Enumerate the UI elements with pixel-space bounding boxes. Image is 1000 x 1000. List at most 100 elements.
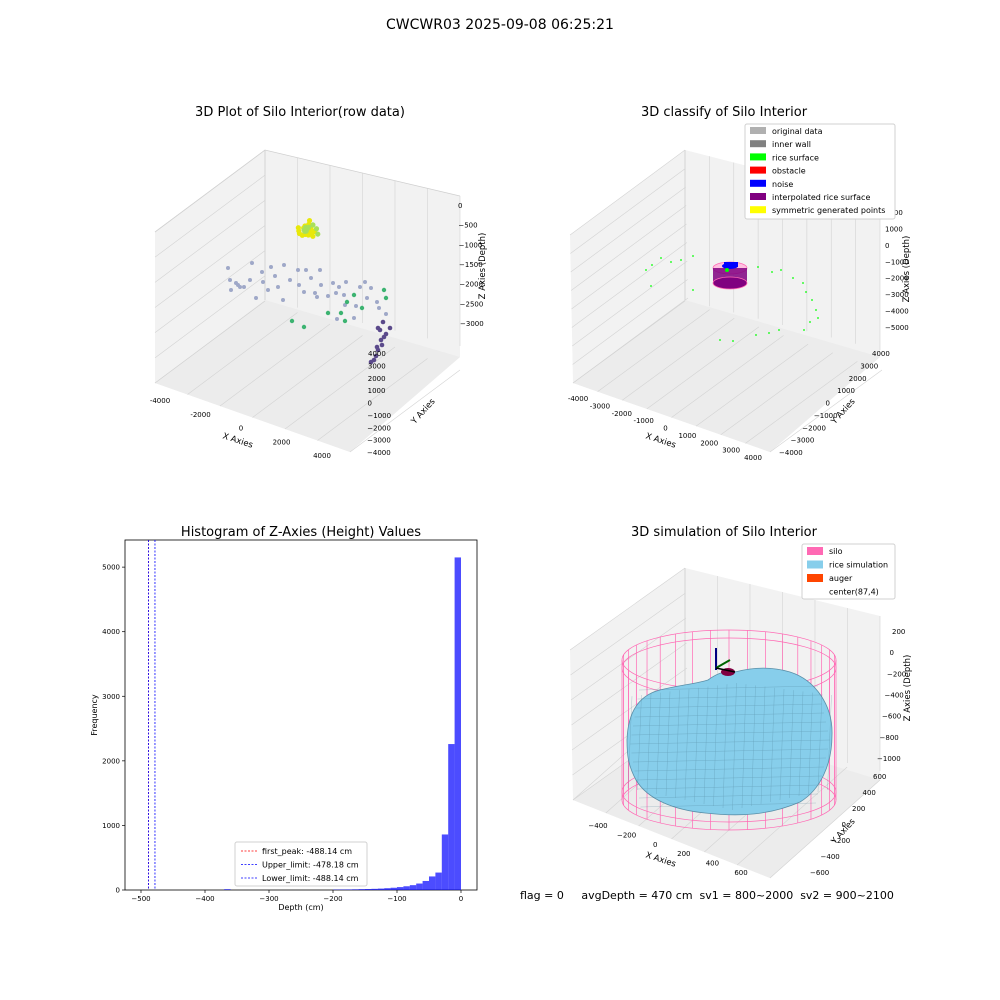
- histogram-bar: [345, 889, 353, 890]
- data-point: [381, 287, 387, 293]
- data-point: [778, 329, 780, 331]
- classify-x-tick: 1000: [678, 432, 696, 440]
- classify-y-tick: 4000: [872, 350, 890, 358]
- auger-marker: [715, 648, 736, 676]
- histogram-bar: [390, 887, 397, 890]
- raw-z-tick: −1000: [459, 241, 483, 249]
- data-point: [374, 344, 380, 350]
- classify-z-tick: 0: [885, 242, 889, 250]
- sim-x-tick: 400: [706, 860, 719, 868]
- hist-y-tick: 0: [116, 887, 120, 895]
- mesh-line: [703, 686, 709, 805]
- grid-line: [570, 168, 686, 254]
- classify-x-tick: 0: [663, 425, 667, 433]
- mesh-line: [732, 682, 737, 811]
- classify-xlabel: X Axies: [644, 431, 677, 450]
- mesh-line: [779, 688, 785, 801]
- classify-y-tick: −4000: [779, 449, 803, 457]
- classify-z-tick: −3000: [885, 291, 909, 299]
- grid-line: [570, 205, 687, 291]
- data-point: [254, 296, 258, 300]
- classify-x-tick: -1000: [633, 417, 653, 425]
- data-point: [383, 295, 389, 301]
- legend-label: original data: [772, 127, 823, 136]
- data-point: [238, 285, 242, 289]
- grid-line: [571, 642, 687, 726]
- data-point: [269, 265, 273, 269]
- hist-y-tick: 2000: [102, 757, 120, 765]
- data-point: [226, 266, 230, 270]
- legend-hist: first_peak: -488.14 cm Upper_limit: -478.…: [234, 841, 368, 887]
- raw-z-tick: −3000: [460, 320, 484, 328]
- data-point: [342, 293, 346, 297]
- data-point: [313, 291, 317, 295]
- data-point: [809, 321, 811, 323]
- mesh-line: [789, 690, 794, 799]
- sim-title: 3D simulation of Silo Interior: [631, 525, 818, 540]
- mesh-line: [760, 686, 766, 805]
- sim-z-tick: −600: [882, 713, 901, 721]
- classify-y-tick: 0: [826, 400, 830, 408]
- mesh-line: [637, 694, 642, 791]
- mesh-line: [646, 693, 652, 793]
- classify-x-tick: -2000: [612, 410, 632, 418]
- data-point: [805, 291, 807, 293]
- classify-x-tick: 3000: [722, 447, 740, 455]
- data-point: [242, 285, 246, 289]
- grid-line: [769, 369, 883, 453]
- data-point: [645, 269, 647, 271]
- sim-z-tick: −800: [880, 734, 899, 742]
- sim-z-tick: −1000: [877, 755, 901, 763]
- data-point: [326, 294, 330, 298]
- data-point: [344, 280, 348, 284]
- grid-line: [571, 242, 688, 328]
- grid-line: [720, 352, 833, 435]
- mesh-line: [665, 691, 671, 797]
- classified-cylinder: [712, 261, 748, 290]
- grid-line: [154, 174, 266, 258]
- hist-vlines: [148, 540, 156, 890]
- legend-label: symmetric generated points: [772, 206, 885, 215]
- data-point: [378, 337, 384, 343]
- classify-y-tick: −1000: [814, 412, 838, 420]
- histogram-bar: [435, 872, 442, 890]
- legend-label: Lower_limit: -488.14 cm: [262, 874, 359, 883]
- mesh-line: [632, 757, 827, 763]
- grid-line: [769, 779, 881, 879]
- raw-x-tick: 2000: [273, 438, 291, 446]
- data-point: [342, 318, 348, 324]
- classify-zlabel: Z Axies (Depth): [902, 236, 912, 303]
- data-point: [368, 359, 374, 365]
- data-point: [260, 270, 264, 274]
- data-point: [309, 276, 313, 280]
- sim-z-tick: −200: [887, 670, 906, 678]
- raw-y-tick: 0: [368, 400, 372, 408]
- grid-line: [571, 223, 687, 310]
- classify-z-tick: −1000: [885, 258, 909, 266]
- legend-label: rice surface: [772, 153, 819, 162]
- data-point: [369, 286, 373, 290]
- mesh-line: [770, 687, 775, 803]
- data-point: [273, 274, 277, 278]
- sim-x-tick: −400: [588, 822, 607, 830]
- data-point: [377, 306, 381, 310]
- data-point: [310, 222, 316, 228]
- raw-x-tick: -4000: [150, 397, 170, 405]
- grid-classify: [569, 149, 883, 453]
- mesh-line: [827, 694, 832, 791]
- hist-ticks: −500 −400 −300 −200 −100 0 0 1000 2000 3000 4000 50…: [102, 564, 463, 903]
- data-point: [811, 299, 813, 301]
- hist-ylabel: Frequency: [90, 694, 99, 736]
- data-point: [351, 292, 357, 298]
- mesh-line: [798, 691, 804, 797]
- legend-swatch: [750, 153, 766, 161]
- sim-x-tick: 0: [653, 841, 657, 849]
- grid-line: [572, 279, 688, 365]
- raw-xlabel: X Axies: [221, 431, 254, 450]
- mesh-line: [713, 685, 718, 807]
- data-point: [650, 285, 652, 287]
- histogram-bar: [371, 888, 378, 890]
- data-point: [304, 268, 308, 272]
- hist-x-tick: −400: [195, 895, 214, 903]
